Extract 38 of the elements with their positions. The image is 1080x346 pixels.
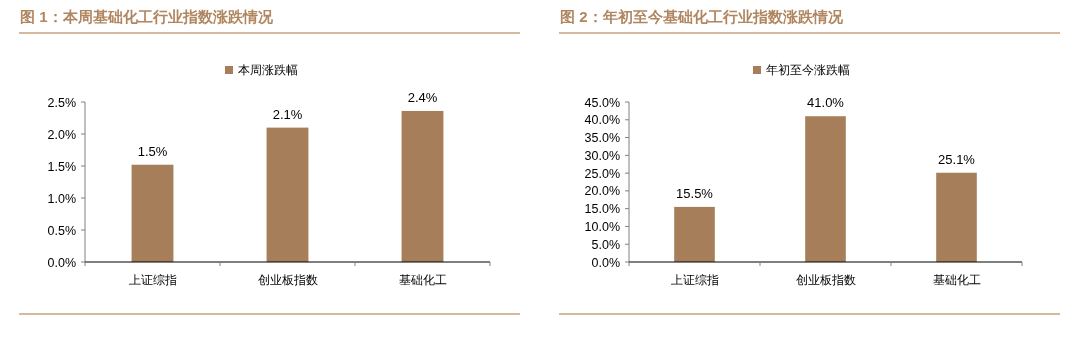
- bar: [131, 164, 174, 262]
- bar: [266, 127, 309, 262]
- y-tick-label: 0.5%: [47, 223, 76, 238]
- legend-label: 本周涨跌幅: [238, 64, 298, 76]
- data-label: 41.0%: [807, 95, 845, 111]
- y-tick-label: 2.0%: [47, 127, 76, 142]
- bar: [674, 206, 715, 262]
- data-label: 15.5%: [676, 185, 714, 201]
- x-tick-label: 上证综指: [128, 273, 177, 287]
- y-tick-label: 1.0%: [47, 191, 76, 206]
- chart-title: 图 1：本周基础化工行业指数涨跌情况: [20, 8, 274, 25]
- bar: [936, 172, 977, 262]
- y-tick-label: 1.5%: [47, 159, 76, 174]
- x-tick-label: 基础化工: [932, 273, 981, 287]
- data-label: 25.1%: [938, 151, 976, 167]
- y-tick-label: 2.5%: [47, 95, 76, 110]
- data-label: 2.4%: [407, 89, 438, 105]
- data-label: 2.1%: [272, 106, 303, 122]
- data-label: 1.5%: [137, 143, 168, 159]
- y-tick-label: 20.0%: [584, 184, 620, 199]
- x-tick-label: 创业板指数: [257, 273, 318, 287]
- x-tick-label: 上证综指: [670, 273, 719, 287]
- y-tick-label: 0.0%: [591, 255, 620, 270]
- y-tick-label: 40.0%: [584, 113, 620, 128]
- y-tick-label: 45.0%: [584, 95, 620, 110]
- y-tick-label: 5.0%: [591, 237, 620, 252]
- x-tick-label: 基础化工: [398, 273, 447, 287]
- y-tick-label: 30.0%: [584, 148, 620, 163]
- y-tick-label: 15.0%: [584, 202, 620, 217]
- bar: [805, 116, 846, 262]
- y-tick-label: 10.0%: [584, 219, 620, 234]
- y-tick-label: 35.0%: [584, 131, 620, 146]
- x-tick-label: 创业板指数: [795, 273, 856, 287]
- chart-title: 图 2：年初至今基础化工行业指数涨跌情况: [560, 8, 844, 25]
- bar: [401, 110, 444, 262]
- y-tick-label: 0.0%: [47, 255, 76, 270]
- legend-label: 年初至今涨跌幅: [766, 63, 850, 76]
- y-tick-label: 25.0%: [584, 166, 620, 181]
